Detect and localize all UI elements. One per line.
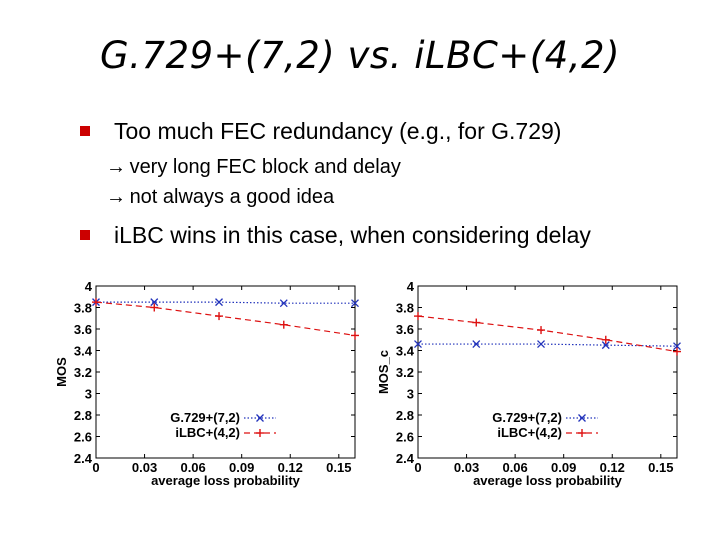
- series-line-2: [417, 315, 678, 353]
- y-tick-label: 3.2: [74, 365, 92, 380]
- legend-label: iLBC+(4,2): [175, 425, 240, 440]
- bullet-square-icon: [80, 126, 90, 136]
- sub-bullet-2-text: not always a good idea: [129, 186, 335, 208]
- data-point: [414, 340, 422, 349]
- y-tick-label: 4: [85, 279, 93, 294]
- x-tick-label: 0.06: [502, 460, 527, 475]
- x-tick-label: 0.12: [278, 460, 303, 475]
- y-axis-title: MOS_c: [376, 350, 391, 394]
- y-tick-label: 3: [85, 387, 92, 402]
- legend-label: iLBC+(4,2): [497, 425, 562, 440]
- y-tick-label: 3: [407, 387, 414, 402]
- sub-bullet-2: → not always a good idea: [106, 186, 334, 209]
- series-line-1: [96, 301, 355, 304]
- x-tick-label: 0.09: [229, 460, 254, 475]
- legend-label: G.729+(7,2): [492, 410, 562, 425]
- data-point: [472, 340, 481, 349]
- y-tick-label: 3.4: [396, 344, 415, 359]
- legend-label: G.729+(7,2): [170, 410, 240, 425]
- arrow-icon: →: [106, 186, 126, 208]
- y-axis-title: MOS: [54, 357, 69, 387]
- x-tick-label: 0.06: [180, 460, 205, 475]
- y-tick-label: 3.2: [396, 365, 414, 380]
- data-point: [537, 340, 545, 349]
- x-axis-title: average loss probability: [151, 473, 301, 488]
- y-tick-label: 2.8: [396, 408, 414, 423]
- bullet-1-text: Too much FEC redundancy (e.g., for G.729…: [114, 118, 562, 144]
- data-point: [256, 414, 264, 422]
- arrow-icon: →: [106, 156, 126, 178]
- data-point: [279, 299, 288, 308]
- x-tick-label: 0.15: [326, 460, 351, 475]
- data-point: [673, 342, 681, 351]
- bullet-square-icon: [80, 230, 90, 240]
- series-line-2: [95, 301, 356, 337]
- chart-mos-svg: 2.4 2.6 2.8 3 3.2 3.4 3.6 3.8 4 0 0.03 0.06 0.09 0.12…: [54, 279, 359, 488]
- y-tick-label: 2.6: [74, 430, 92, 445]
- sub-bullet-1: → very long FEC block and delay: [106, 156, 401, 179]
- slide-title: G.729+(7,2) vs. iLBC+(4,2): [99, 34, 621, 77]
- x-tick-label: 0.03: [132, 460, 157, 475]
- x-axis-title: average loss probability: [473, 473, 623, 488]
- chart-mos-c: 2.4 2.6 2.8 3 3.2 3.4 3.6 3.8 4 0 0.03 0.06 0.09 0.12…: [372, 258, 702, 493]
- y-tick-label: 2.4: [74, 451, 93, 466]
- data-point: [601, 341, 610, 350]
- y-tick-label: 2.6: [396, 430, 414, 445]
- chart-mos-c-svg: 2.4 2.6 2.8 3 3.2 3.4 3.6 3.8 4 0 0.03 0.06 0.09 0.12…: [376, 279, 681, 488]
- x-tick-label: 0: [414, 460, 421, 475]
- data-point: [351, 299, 359, 308]
- y-tick-label: 3.8: [74, 301, 92, 316]
- y-tick-label: 2.8: [74, 408, 92, 423]
- sub-bullet-1-text: very long FEC block and delay: [129, 156, 401, 178]
- chart-mos: 2.4 2.6 2.8 3 3.2 3.4 3.6 3.8 4 0 0.03 0.06 0.09 0.12…: [50, 258, 380, 493]
- data-point: [150, 298, 159, 307]
- x-tick-label: 0.15: [648, 460, 673, 475]
- x-tick-label: 0.03: [454, 460, 479, 475]
- x-tick-label: 0.09: [551, 460, 576, 475]
- y-tick-label: 3.6: [396, 322, 414, 337]
- data-point: [578, 414, 586, 422]
- y-tick-label: 3.6: [74, 322, 92, 337]
- y-tick-label: 2.4: [396, 451, 415, 466]
- y-tick-label: 3.4: [74, 344, 93, 359]
- data-point: [215, 298, 223, 307]
- y-tick-label: 3.8: [396, 301, 414, 316]
- x-tick-label: 0: [92, 460, 99, 475]
- bullet-2-text: iLBC wins in this case, when considering…: [114, 222, 591, 248]
- x-tick-label: 0.12: [600, 460, 625, 475]
- y-tick-label: 4: [407, 279, 415, 294]
